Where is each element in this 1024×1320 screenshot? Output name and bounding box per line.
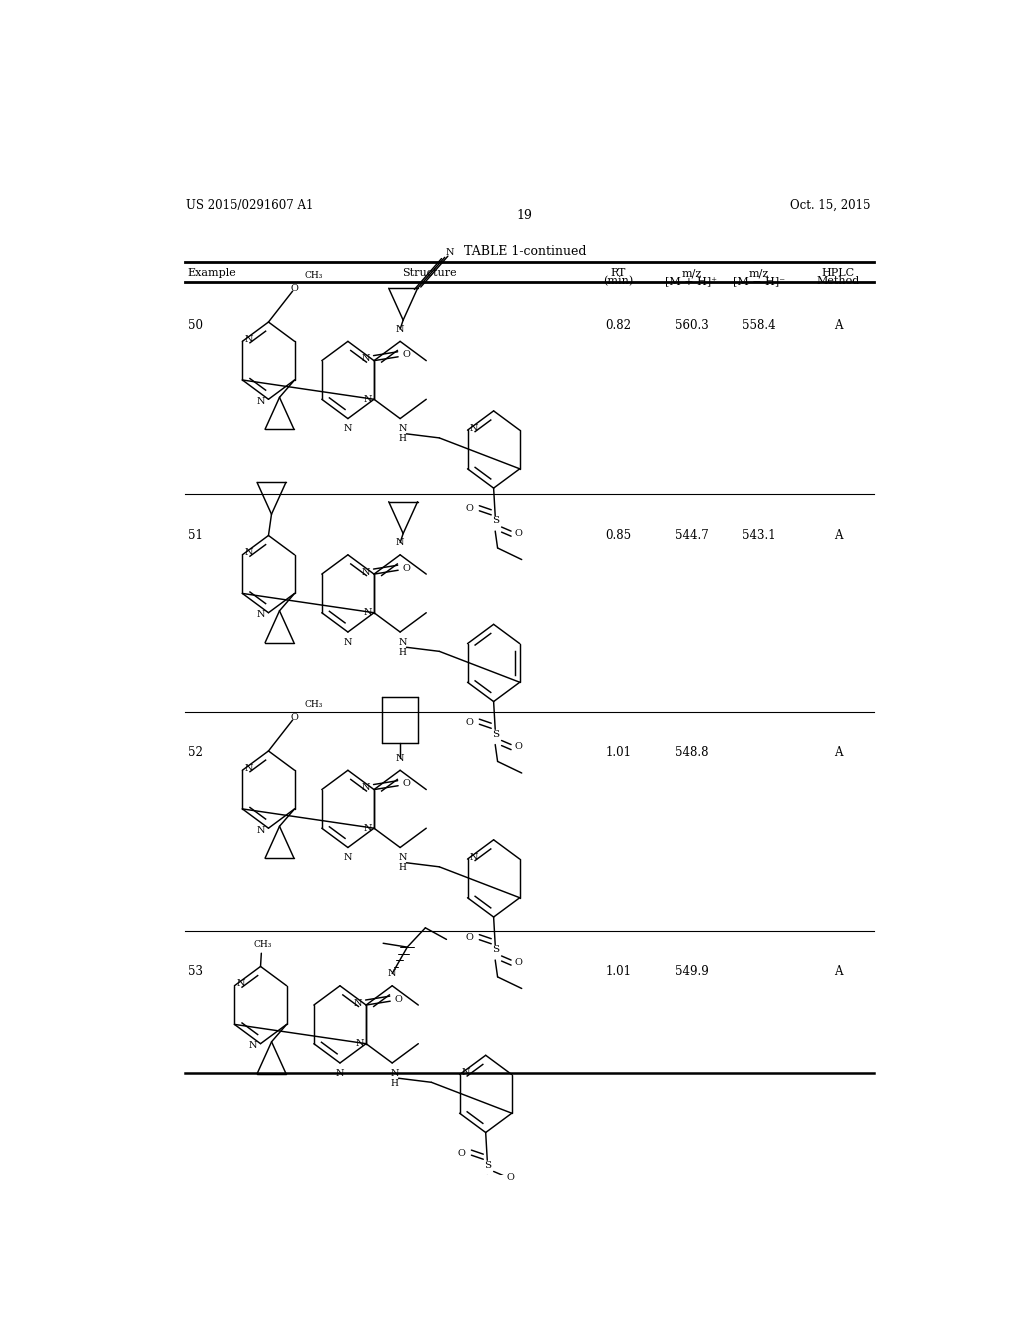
Text: m/z: m/z [749, 268, 769, 279]
Text: 53: 53 [187, 965, 203, 978]
Text: N: N [470, 853, 478, 862]
Text: N: N [336, 1069, 344, 1077]
Text: O: O [402, 564, 410, 573]
Text: N: N [398, 853, 407, 862]
Text: Example: Example [187, 268, 237, 279]
Text: N: N [364, 395, 372, 404]
Text: N: N [344, 638, 352, 647]
Text: N: N [390, 1069, 398, 1077]
Text: H: H [398, 434, 407, 444]
Text: Oct. 15, 2015: Oct. 15, 2015 [790, 199, 870, 213]
Text: N: N [344, 424, 352, 433]
Text: m/z: m/z [681, 268, 701, 279]
Text: O: O [290, 713, 298, 722]
Text: 50: 50 [187, 318, 203, 331]
Text: O: O [466, 718, 474, 727]
Text: 549.9: 549.9 [675, 965, 709, 978]
Text: N: N [396, 325, 404, 334]
Text: H: H [398, 648, 407, 657]
Text: N: N [361, 568, 371, 577]
Text: N: N [398, 424, 407, 433]
Text: 544.7: 544.7 [675, 529, 709, 543]
Text: N: N [396, 539, 404, 546]
Text: 1.01: 1.01 [605, 747, 632, 759]
Text: 1.01: 1.01 [605, 965, 632, 978]
Text: CH₃: CH₃ [254, 940, 272, 949]
Text: N: N [354, 998, 362, 1007]
Text: N: N [256, 610, 265, 619]
Text: A: A [834, 965, 843, 978]
Text: RT: RT [610, 268, 626, 279]
Text: (min): (min) [603, 276, 634, 286]
Text: A: A [834, 318, 843, 331]
Text: N: N [445, 248, 454, 257]
Text: O: O [514, 528, 522, 537]
Text: 0.85: 0.85 [605, 529, 632, 543]
Text: N: N [245, 764, 253, 772]
Text: Structure: Structure [402, 268, 457, 279]
Text: 560.3: 560.3 [675, 318, 709, 331]
Text: O: O [402, 350, 410, 359]
Text: N: N [237, 979, 245, 989]
Text: N: N [462, 1068, 470, 1077]
Text: O: O [514, 742, 522, 751]
Text: S: S [492, 945, 499, 954]
Text: O: O [466, 933, 474, 942]
Text: O: O [506, 1173, 514, 1181]
Text: N: N [361, 783, 371, 792]
Text: 0.82: 0.82 [605, 318, 632, 331]
Text: N: N [396, 754, 404, 763]
Text: 548.8: 548.8 [675, 747, 709, 759]
Text: HPLC: HPLC [821, 268, 855, 279]
Text: Method: Method [817, 276, 860, 286]
Text: N: N [388, 969, 396, 978]
Text: O: O [290, 284, 298, 293]
Text: N: N [364, 824, 372, 833]
Text: A: A [834, 529, 843, 543]
Text: N: N [256, 826, 265, 834]
Text: 558.4: 558.4 [742, 318, 776, 331]
Text: N: N [245, 335, 253, 343]
Text: A: A [834, 747, 843, 759]
Text: 19: 19 [517, 210, 532, 222]
Text: N: N [355, 1039, 364, 1048]
Text: N: N [344, 853, 352, 862]
Text: H: H [390, 1078, 398, 1088]
Text: N: N [249, 1041, 257, 1051]
Text: H: H [398, 863, 407, 873]
Text: O: O [402, 779, 410, 788]
Text: S: S [483, 1160, 490, 1170]
Text: [M − H]⁻: [M − H]⁻ [733, 276, 785, 286]
Text: N: N [364, 609, 372, 618]
Text: O: O [514, 957, 522, 966]
Text: CH₃: CH₃ [304, 272, 323, 280]
Text: O: O [394, 995, 402, 1003]
Text: O: O [466, 504, 474, 513]
Text: [M + H]⁺: [M + H]⁺ [666, 276, 718, 286]
Text: N: N [256, 397, 265, 405]
Text: N: N [361, 354, 371, 363]
Text: S: S [492, 516, 499, 525]
Text: US 2015/0291607 A1: US 2015/0291607 A1 [186, 199, 313, 213]
Text: N: N [398, 638, 407, 647]
Text: S: S [492, 730, 499, 739]
Text: 51: 51 [187, 529, 203, 543]
Text: TABLE 1-continued: TABLE 1-continued [464, 244, 586, 257]
Text: 543.1: 543.1 [742, 529, 776, 543]
Text: N: N [470, 424, 478, 433]
Text: N: N [245, 548, 253, 557]
Text: 52: 52 [187, 747, 203, 759]
Text: O: O [458, 1148, 466, 1158]
Text: CH₃: CH₃ [304, 701, 323, 709]
